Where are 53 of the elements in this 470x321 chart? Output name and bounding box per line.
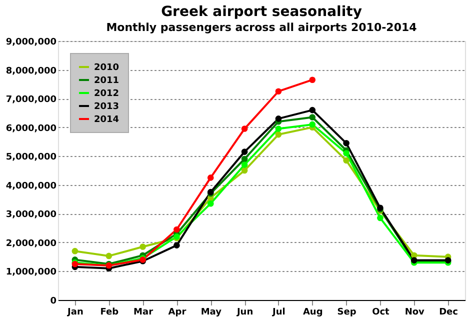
y-tick-label: 0	[50, 296, 56, 306]
x-tick-label: Oct	[372, 308, 390, 318]
chart-title: Greek airport seasonality	[161, 4, 362, 20]
legend-label: 2011	[94, 76, 120, 86]
y-tick-label: 4,000,000	[6, 181, 56, 192]
point	[309, 76, 316, 84]
x-tick-label: Jul	[272, 308, 286, 318]
x-tick-label: Mar	[134, 308, 154, 318]
point	[241, 126, 248, 132]
y-tick-label: 7,000,000	[6, 95, 56, 106]
point	[275, 126, 282, 132]
point	[309, 121, 316, 128]
point	[241, 167, 248, 174]
x-tick-label: Feb	[100, 308, 120, 318]
legend-label: 2013	[94, 102, 120, 112]
x-tick-label: Sep	[337, 308, 357, 318]
point	[106, 252, 112, 260]
y-tick-label: 6,000,000	[6, 124, 56, 134]
point	[241, 162, 248, 168]
y-tick-label: 1,000,000	[6, 268, 56, 278]
x-tick-label: Jun	[236, 308, 254, 318]
point	[72, 248, 78, 254]
x-tick-label: May	[200, 308, 222, 318]
y-tick-label: 5,000,000	[6, 152, 56, 163]
x-tick-label: Aug	[302, 308, 323, 318]
point	[309, 106, 316, 114]
x-tick-label: Nov	[404, 308, 425, 318]
point	[174, 226, 180, 233]
y-tick-label: 3,000,000	[6, 210, 56, 220]
x-tick-label: Dec	[439, 308, 458, 318]
point	[309, 114, 316, 120]
legend-label: 2012	[94, 89, 120, 99]
point	[275, 131, 282, 138]
point	[275, 116, 282, 122]
point	[207, 174, 214, 181]
point	[241, 156, 248, 162]
y-tick-label: 2,000,000	[6, 238, 56, 249]
point	[343, 140, 350, 146]
y-tick-label: 8,000,000	[6, 66, 56, 76]
point	[174, 242, 180, 248]
point	[377, 214, 384, 222]
y-tick-label: 9,000,000	[6, 38, 56, 48]
point	[343, 157, 350, 164]
chart-subtitle: Monthly passengers across all airports 2010-2014	[106, 21, 418, 34]
point	[343, 150, 350, 156]
point	[140, 244, 146, 250]
point	[275, 88, 282, 95]
point	[207, 200, 214, 207]
legend-label: 2010	[94, 63, 120, 73]
x-tick-label: Jan	[66, 308, 84, 318]
legend-label: 2014	[94, 115, 120, 125]
x-tick-label: Apr	[168, 308, 187, 318]
point	[241, 148, 248, 155]
